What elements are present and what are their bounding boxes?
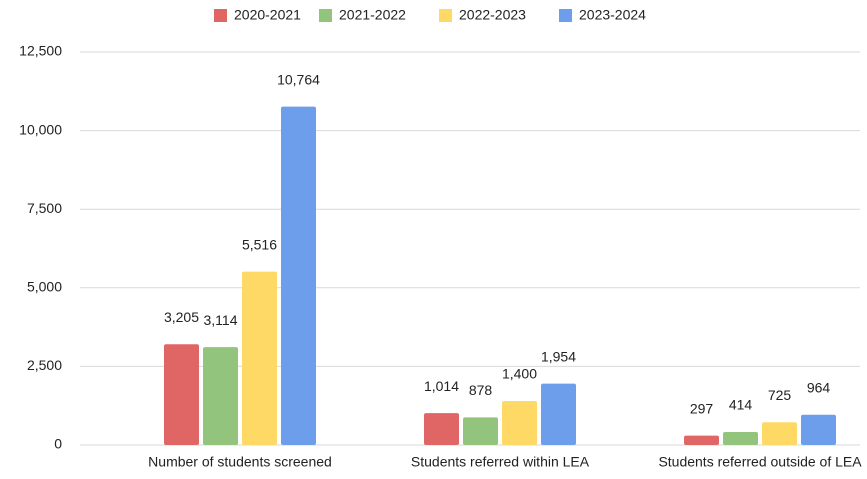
value-label: 297 bbox=[690, 400, 714, 416]
bar bbox=[723, 431, 758, 445]
legend-swatch bbox=[559, 9, 572, 22]
y-tick-label: 12,500 bbox=[19, 43, 62, 59]
value-label: 5,516 bbox=[242, 236, 277, 252]
value-label: 1,954 bbox=[541, 348, 576, 364]
legend-label: 2020-2021 bbox=[234, 7, 301, 23]
value-label: 725 bbox=[768, 387, 792, 403]
value-label: 964 bbox=[807, 379, 831, 395]
y-tick-label: 2,500 bbox=[27, 357, 62, 373]
value-label: 3,114 bbox=[204, 312, 238, 328]
legend-label: 2023-2024 bbox=[579, 7, 646, 23]
bar bbox=[164, 344, 199, 445]
value-label: 1,014 bbox=[424, 378, 459, 394]
legend-swatch bbox=[439, 9, 452, 22]
y-tick-label: 10,000 bbox=[19, 121, 62, 137]
bar bbox=[502, 400, 537, 445]
bar bbox=[801, 414, 836, 445]
value-label: 414 bbox=[729, 397, 753, 413]
bar bbox=[242, 271, 277, 445]
bar bbox=[762, 422, 797, 445]
value-label: 3,205 bbox=[164, 309, 199, 325]
legend-label: 2022-2023 bbox=[459, 7, 526, 23]
value-label: 878 bbox=[469, 382, 493, 398]
value-label: 10,764 bbox=[277, 71, 320, 87]
legend-swatch bbox=[319, 9, 332, 22]
bar bbox=[203, 347, 238, 445]
x-tick-label: Students referred within LEA bbox=[411, 454, 590, 470]
bar bbox=[463, 417, 498, 445]
x-tick-label: Students referred outside of LEA bbox=[658, 454, 862, 470]
x-tick-label: Number of students screened bbox=[148, 454, 332, 470]
bar bbox=[541, 383, 576, 445]
y-tick-label: 7,500 bbox=[27, 200, 62, 216]
bar bbox=[424, 413, 459, 445]
y-tick-label: 5,000 bbox=[27, 279, 62, 295]
y-tick-label: 0 bbox=[54, 436, 62, 452]
bar bbox=[684, 435, 719, 445]
value-label: 1,400 bbox=[502, 366, 537, 382]
legend-swatch bbox=[214, 9, 227, 22]
legend-label: 2021-2022 bbox=[339, 7, 406, 23]
bar bbox=[281, 106, 316, 446]
